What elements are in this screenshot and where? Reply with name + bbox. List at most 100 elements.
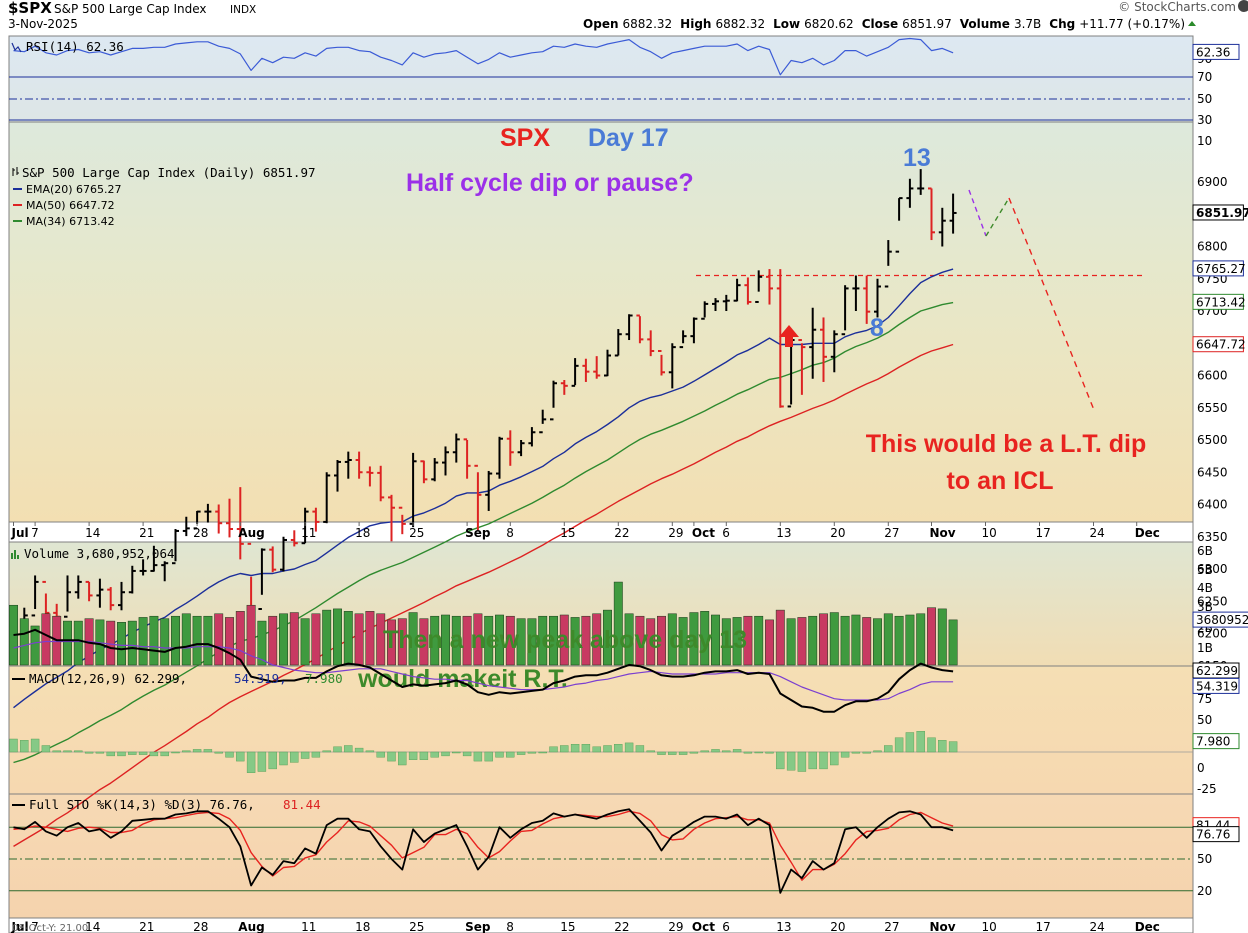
- volume-bar: [905, 614, 915, 666]
- volume-bar: [235, 611, 245, 666]
- rsi-tick: 50: [1197, 92, 1212, 106]
- macd-histogram-bar: [765, 751, 774, 754]
- macd-histogram-bar: [268, 751, 277, 770]
- volume-bar: [916, 613, 926, 666]
- macd-histogram-bar: [840, 751, 850, 758]
- ohlc-summary: Open 6882.32 High 6882.32 Low 6820.62 Close 685…: [583, 17, 1185, 31]
- ma50-line: [13, 343, 954, 847]
- bottom-x-axis-label: 8: [506, 920, 514, 933]
- volume-bar: [300, 618, 310, 666]
- low-arrow-icon: [779, 325, 799, 347]
- macd-histogram-bar: [560, 745, 569, 753]
- volume-bar: [365, 611, 375, 666]
- x-axis-label: 20: [830, 526, 845, 540]
- x-axis-label: 13: [776, 526, 791, 540]
- macd-histogram-bar: [614, 744, 623, 753]
- macd-histogram-bar: [322, 750, 331, 753]
- volume-bar: [775, 609, 785, 666]
- macd-histogram-bar: [603, 745, 612, 753]
- macd-panel: [8, 665, 1194, 795]
- macd-histogram-bar: [948, 741, 958, 753]
- volume-bar: [354, 613, 364, 666]
- macd-histogram-bar: [182, 750, 191, 753]
- price-tick: 6800: [1197, 240, 1228, 254]
- macd-histogram-bar: [311, 751, 321, 758]
- volume-value-tag: 3680952064: [1196, 613, 1248, 627]
- lt-dip-annotation-line1: This would be a L.T. dip: [866, 430, 1147, 458]
- x-axis-label: 27: [884, 526, 899, 540]
- sto-d-line: [13, 810, 954, 881]
- macd-signal-line: [13, 640, 954, 701]
- rsi-label: RSI(14) 62.36: [26, 39, 124, 54]
- spx-annotation: SPX: [500, 124, 550, 152]
- up-arrow-icon: [1188, 21, 1196, 26]
- sto-tick: 20: [1197, 884, 1212, 898]
- x-axis-label: 7: [31, 526, 39, 540]
- macd-histogram-bar: [41, 745, 51, 753]
- macd-histogram-bar: [452, 751, 461, 754]
- ohlc-label: Close: [862, 17, 898, 31]
- volume-bar: [527, 618, 537, 666]
- macd-histogram-bar: [441, 751, 450, 757]
- macd-histogram-bar: [754, 751, 763, 754]
- macd-histogram-bar: [138, 751, 148, 755]
- macd-histogram-bar: [905, 732, 915, 753]
- volume-bar: [149, 615, 159, 666]
- macd-histogram-bar: [592, 746, 601, 753]
- price-value-tag-box: [1192, 204, 1244, 221]
- ltdip-projection-line: [1008, 197, 1095, 411]
- volume-bar: [311, 613, 321, 666]
- volume-annotation-line1: Then a new peak above day 13: [383, 626, 747, 654]
- axes-layer: 9070503010690068506800675067006650660065…: [11, 43, 1248, 933]
- volume-bar: [635, 615, 645, 666]
- ma34-line: [13, 301, 954, 764]
- volume-bar: [430, 615, 440, 666]
- rsi-layer: [13, 37, 954, 76]
- peak-day-annotation: 13: [903, 144, 931, 172]
- macd-histogram-bar: [20, 740, 29, 753]
- volume-bar: [19, 618, 29, 666]
- ohlc-value: 6882.32: [623, 17, 673, 31]
- bottom-x-axis-label: 15: [560, 920, 575, 933]
- volume-bar: [948, 619, 958, 666]
- ohlc-value: 3.7B: [1014, 17, 1041, 31]
- macd-histogram-bar: [570, 744, 580, 753]
- x-axis-label: 28: [193, 526, 208, 540]
- x-axis-label: 24: [1090, 526, 1105, 540]
- x-axis-label: 29: [668, 526, 683, 540]
- volume-bar: [765, 619, 774, 666]
- x-axis-label: Sep: [465, 526, 491, 540]
- macd-histogram-bar: [711, 749, 720, 753]
- volume-bar: [160, 618, 170, 666]
- volume-bar: [419, 618, 429, 666]
- macd-histogram-bar: [398, 751, 407, 766]
- price-value-tag-box: [1192, 293, 1244, 310]
- macd-histogram-bar: [473, 751, 483, 762]
- rsi-value-tag: 62.36: [1196, 45, 1230, 59]
- volume-bar: [559, 614, 569, 666]
- volume-bar: [333, 608, 342, 666]
- volume-tick: 1B: [1197, 641, 1213, 655]
- x-axis-label: 6: [722, 526, 730, 540]
- ohlc-label: Low: [773, 17, 800, 31]
- ema20-legend: EMA(20) 6765.27: [26, 183, 122, 196]
- volume-bar: [819, 613, 828, 666]
- x-axis-label: Nov: [930, 526, 956, 540]
- ohlc-bars-icon: [12, 167, 19, 176]
- x-axis-label: 22: [614, 526, 629, 540]
- volume-bar: [117, 622, 126, 666]
- volume-bar: [181, 613, 191, 666]
- macd-histogram-bar: [797, 751, 807, 772]
- macd-histogram-bar: [462, 751, 472, 757]
- volume-bar: [549, 615, 558, 666]
- ohlc-label: Volume: [960, 17, 1010, 31]
- macd-histogram-bar: [678, 751, 688, 755]
- volume-bar: [376, 613, 386, 666]
- macd-histogram-bar: [722, 750, 731, 753]
- volume-bar: [808, 615, 818, 666]
- macd-tick: 0: [1197, 761, 1205, 775]
- exchange-text: INDX: [230, 4, 256, 16]
- macd-histogram-bar: [9, 738, 18, 753]
- bottom-x-axis-label: 14: [85, 920, 100, 933]
- ohlc-label: Open: [583, 17, 618, 31]
